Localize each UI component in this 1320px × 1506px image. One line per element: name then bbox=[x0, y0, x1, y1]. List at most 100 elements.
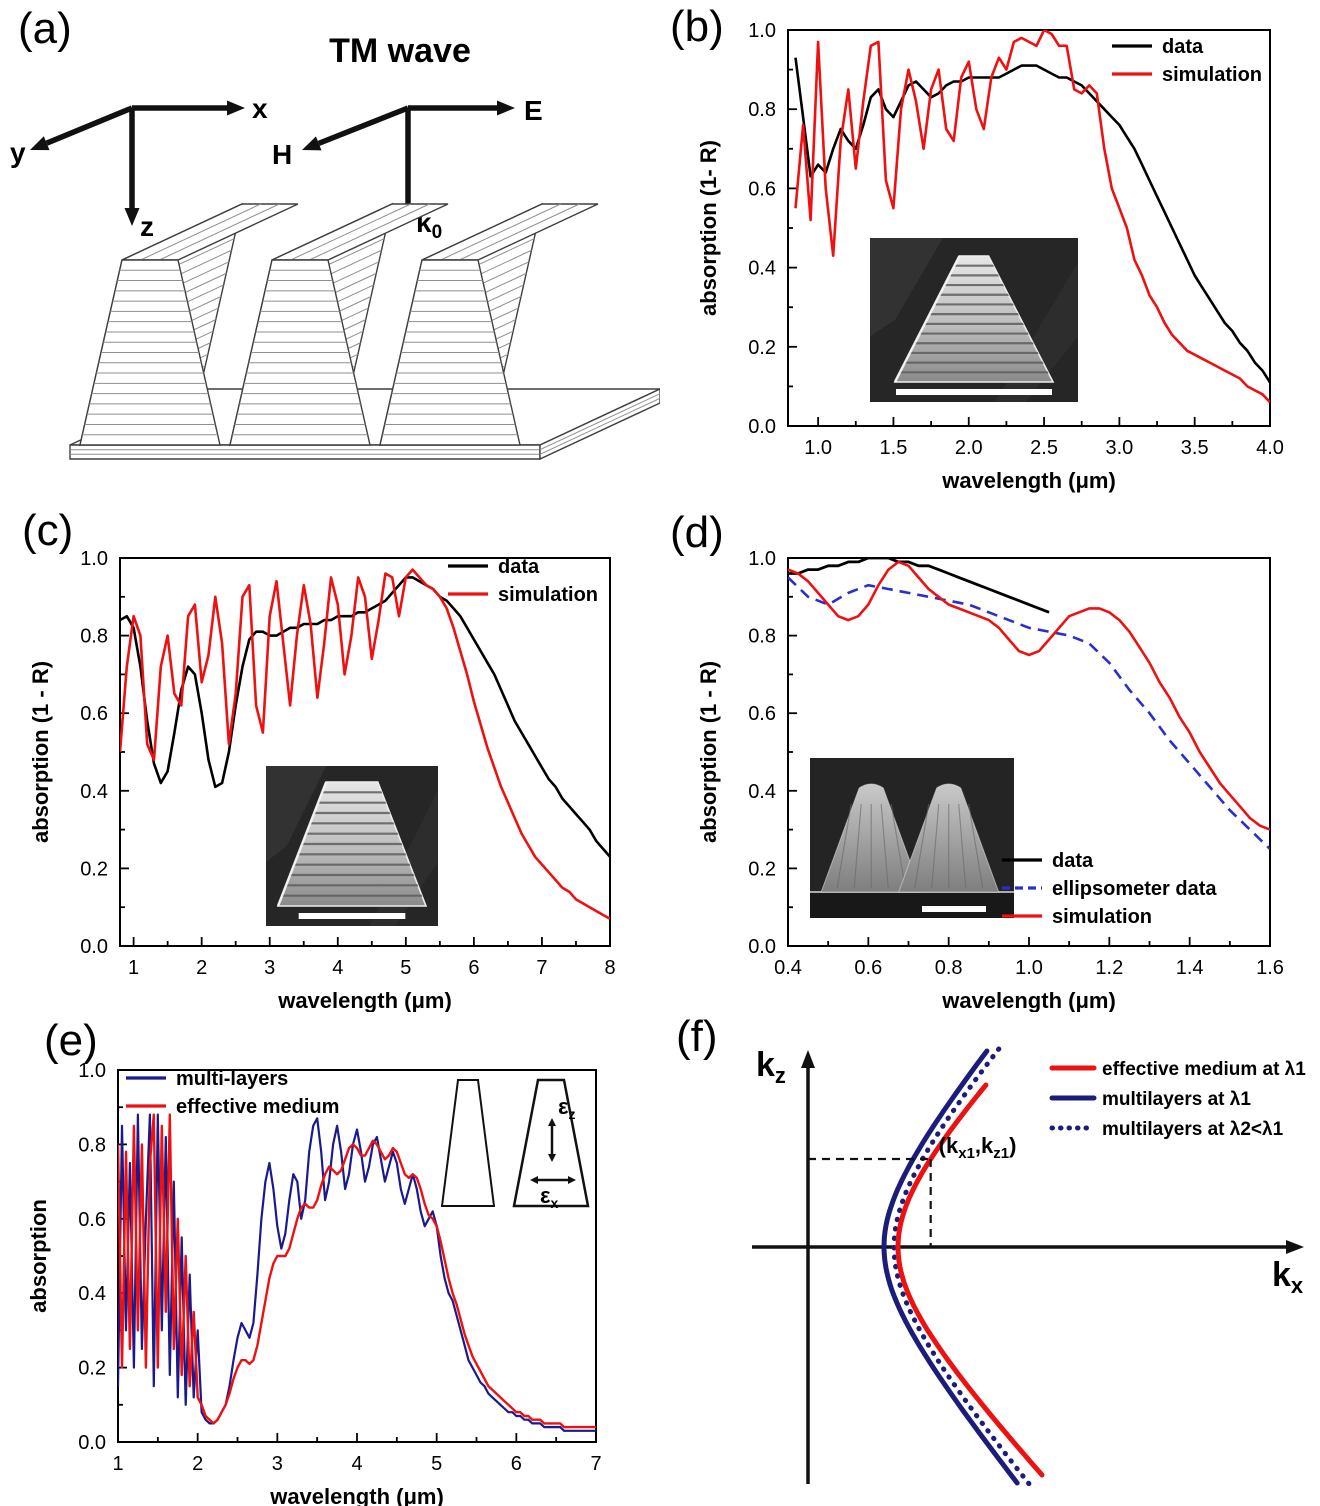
panel-f-schematic: kz kx (kx1,kz1) effective medium at λ1 multi… bbox=[660, 1010, 1320, 1506]
y-tick-label: 0.0 bbox=[748, 416, 776, 438]
legend-label-simulation: simulation bbox=[1162, 64, 1262, 86]
panel-e-chart: 1 2 3 4 5 6 7 0.0 0.2 0.4 0.6 0.8 1.0 wavelength (μm)… bbox=[0, 1010, 660, 1506]
axis-label-x: x bbox=[252, 93, 268, 124]
legend: data ellipsometer data simulation bbox=[1002, 850, 1217, 928]
kz-axis-label: kz bbox=[756, 1046, 786, 1088]
marked-point-label: (kx1,kz1) bbox=[939, 1133, 1017, 1162]
x-axis-title: wavelength (μm) bbox=[277, 988, 452, 1012]
x-tick-label: 7 bbox=[536, 957, 547, 979]
x-tick-label: 1.2 bbox=[1095, 957, 1123, 979]
x-tick-label: 5 bbox=[431, 1453, 442, 1475]
x-tick-label: 3 bbox=[272, 1453, 283, 1475]
y-tick-label: 0.8 bbox=[78, 1134, 106, 1156]
chart-b: 1.0 1.5 2.0 2.5 3.0 3.5 4.0 0.0 0.2 0.4 0.6 0.8 1.0 w… bbox=[696, 20, 1284, 493]
series-data bbox=[794, 57, 1270, 384]
legend-label-simulation: simulation bbox=[498, 584, 598, 606]
series-simulation bbox=[120, 568, 610, 920]
x-tick-label: 8 bbox=[604, 957, 615, 979]
sawtooth-structure bbox=[69, 202, 661, 461]
field-arrow-E bbox=[408, 100, 515, 116]
x-tick-label: 7 bbox=[590, 1453, 601, 1475]
x-tick-label: 1 bbox=[128, 957, 139, 979]
x-tick-label: 4 bbox=[332, 957, 343, 979]
panel-c-chart: 1 2 3 4 5 6 7 8 0.0 0.2 0.4 0.6 0.8 1.0 wavelength (μm… bbox=[0, 500, 660, 1013]
y-tick-label: 0.4 bbox=[748, 781, 776, 803]
series-simulation bbox=[794, 30, 1270, 404]
y-tick-label: 0.8 bbox=[80, 626, 108, 648]
y-tick-label: 0.2 bbox=[78, 1358, 106, 1380]
y-tick-label: 0.6 bbox=[748, 703, 776, 725]
curve-multilayers-at-2-1 bbox=[891, 1046, 1035, 1490]
x-axis-title: wavelength (μm) bbox=[941, 988, 1116, 1012]
series-group bbox=[788, 558, 1270, 850]
panel-label-f: (f) bbox=[676, 1012, 718, 1061]
x-tick-label: 1.6 bbox=[1256, 957, 1284, 979]
x-axis-title: wavelength (μm) bbox=[941, 468, 1116, 493]
x-tick-label: 0.6 bbox=[854, 957, 882, 979]
x-tick-label: 3.0 bbox=[1105, 437, 1133, 459]
legend-label-multi-layers: multi-layers bbox=[176, 1068, 288, 1090]
chart-e: 1 2 3 4 5 6 7 0.0 0.2 0.4 0.6 0.8 1.0 wavelength (μm)… bbox=[26, 1060, 602, 1506]
x-tick-label: 1.0 bbox=[1015, 957, 1043, 979]
x-tick-label: 2 bbox=[196, 957, 207, 979]
tm-wave-title: TM wave bbox=[329, 32, 471, 70]
axis-ticks bbox=[787, 557, 1271, 947]
series-effective-medium bbox=[118, 1113, 596, 1429]
y-tick-label: 1.0 bbox=[78, 1060, 106, 1082]
inset-sem-double-pyramid bbox=[810, 758, 1014, 918]
y-tick-label: 0.2 bbox=[748, 858, 776, 880]
y-tick-label: 1.0 bbox=[748, 20, 776, 42]
multilayer-trapezoid bbox=[440, 1079, 496, 1207]
series-group bbox=[794, 30, 1270, 404]
series-data bbox=[120, 576, 610, 858]
legend: data simulation bbox=[448, 556, 598, 606]
y-tick-label: 0.8 bbox=[748, 626, 776, 648]
x-tick-label: 1.5 bbox=[880, 437, 908, 459]
panel-d-chart: 0.4 0.6 0.8 1.0 1.2 1.4 1.6 0.0 0.2 0.4 0.6 0.8 1.0 w… bbox=[660, 500, 1320, 1013]
y-tick-label: 0.4 bbox=[78, 1283, 106, 1305]
x-tick-label: 4.0 bbox=[1256, 437, 1284, 459]
panel-label-e: (e) bbox=[44, 1016, 98, 1065]
kz-axis-arrow bbox=[801, 1050, 815, 1484]
inset-sem-pyramid-wide bbox=[266, 766, 438, 926]
y-tick-label: 0.2 bbox=[748, 337, 776, 359]
series-group bbox=[120, 568, 610, 920]
epsilon-z-arrow-icon bbox=[548, 1118, 556, 1162]
series-multi-layers bbox=[118, 1113, 596, 1432]
y-axis-title: absorption (1 - R) bbox=[28, 661, 53, 843]
x-tick-label: 4 bbox=[351, 1453, 362, 1475]
y-tick-label: 0.2 bbox=[80, 858, 108, 880]
epsilon-x-label: εx bbox=[540, 1183, 558, 1211]
series-simulation bbox=[788, 560, 1270, 831]
inset-sem-pyramid bbox=[870, 238, 1078, 402]
legend: effective medium at λ1 multilayers at λ1 m… bbox=[1049, 1059, 1306, 1140]
x-tick-label: 3 bbox=[264, 957, 275, 979]
y-axis-title: absorption (1- R) bbox=[696, 140, 721, 316]
schematic-f: kz kx (kx1,kz1) effective medium at λ1 multi… bbox=[752, 1046, 1306, 1490]
series-group bbox=[118, 1113, 596, 1432]
x-tick-label: 5 bbox=[400, 957, 411, 979]
curve-multilayers-at-1 bbox=[881, 1048, 1020, 1486]
legend: data simulation bbox=[1112, 36, 1262, 86]
y-tick-label: 0.6 bbox=[748, 178, 776, 200]
axis-ticks bbox=[788, 29, 1271, 427]
legend-label-simulation: simulation bbox=[1052, 906, 1152, 928]
panel-b-chart: 1.0 1.5 2.0 2.5 3.0 3.5 4.0 0.0 0.2 0.4 0.6 0.8 1.0 w… bbox=[660, 0, 1320, 500]
legend-label-data: data bbox=[498, 556, 540, 578]
kx-axis-arrow bbox=[752, 1240, 1304, 1254]
axis-arrow-x bbox=[132, 100, 245, 116]
legend-label-effective-medium-at-1: effective medium at λ1 bbox=[1102, 1059, 1306, 1080]
panel-label-d: (d) bbox=[670, 508, 724, 557]
x-tick-label: 1.0 bbox=[804, 437, 832, 459]
legend-label-ellipsometer-data: ellipsometer data bbox=[1052, 878, 1217, 900]
y-tick-label: 0.0 bbox=[748, 936, 776, 958]
chart-c: 1 2 3 4 5 6 7 8 0.0 0.2 0.4 0.6 0.8 1.0 wavelength (μm… bbox=[28, 548, 616, 1013]
x-tick-label: 1.4 bbox=[1176, 957, 1204, 979]
y-tick-label: 0.0 bbox=[78, 1432, 106, 1454]
scale-bar bbox=[896, 389, 1052, 395]
legend-label-effective-medium: effective medium bbox=[176, 1096, 339, 1118]
scale-bar bbox=[298, 913, 406, 919]
epsilon-z-label: εz bbox=[558, 1094, 575, 1122]
